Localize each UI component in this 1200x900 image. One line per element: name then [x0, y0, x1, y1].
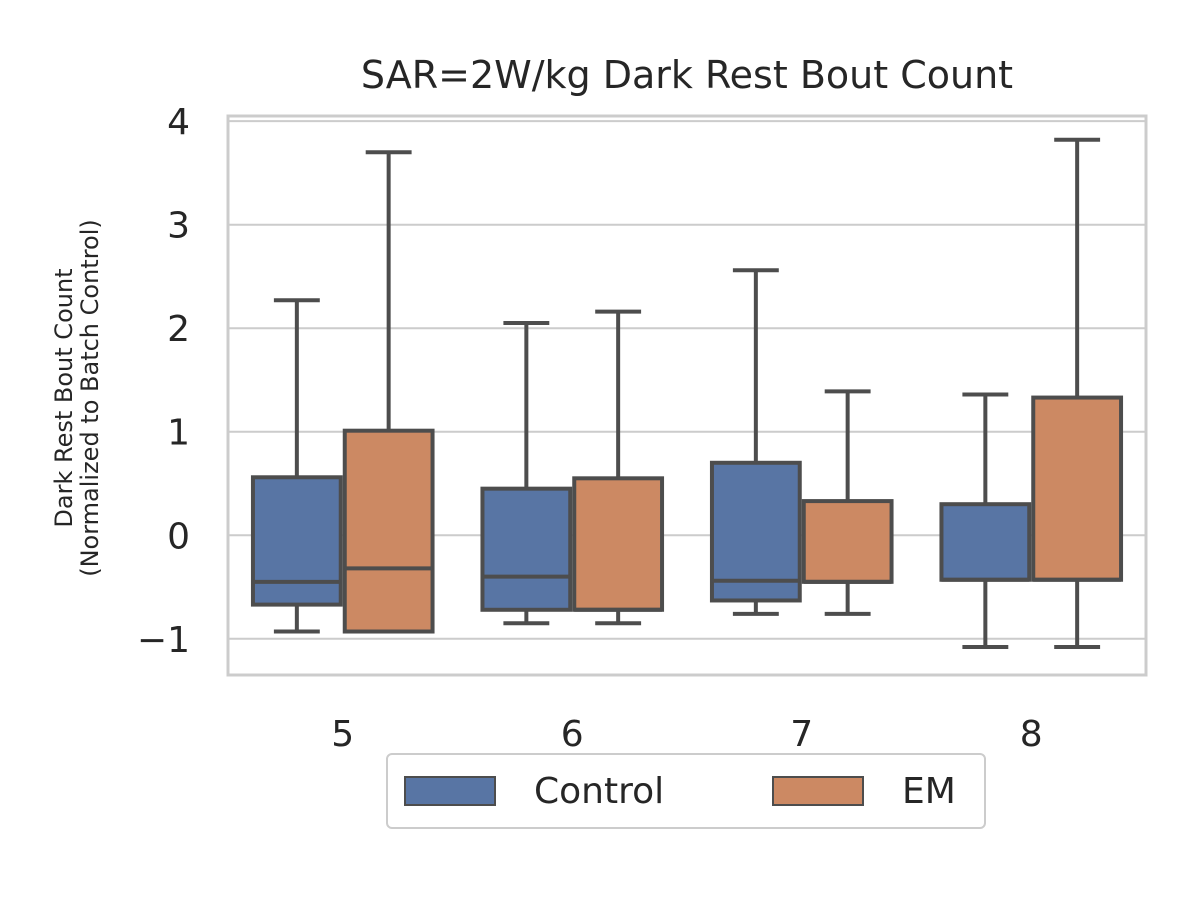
legend-item-control: Control	[404, 770, 665, 812]
y-axis-label-line-2: (Normalized to Batch Control)	[76, 219, 104, 577]
x-tick-label: 7	[790, 714, 813, 755]
boxes	[250, 137, 1124, 650]
legend-swatch-control	[404, 776, 496, 806]
box-iqr	[801, 499, 894, 584]
y-tick-label: 3	[167, 206, 190, 247]
y-axis-label-line-1: Dark Rest Bout Count	[50, 268, 78, 527]
box-control-7	[709, 268, 802, 616]
y-tick-label: 4	[167, 102, 190, 143]
x-tick-labels: 5 6 7 8	[331, 714, 1042, 755]
box-em-7	[801, 389, 894, 616]
legend: Control EM	[386, 753, 986, 829]
y-tick-label: −1	[137, 620, 190, 661]
box-iqr	[1031, 395, 1124, 582]
box-em-8	[1031, 137, 1124, 650]
legend-swatch-em	[772, 776, 864, 806]
plot-area-frame	[226, 114, 1148, 677]
y-tick-label: 2	[167, 309, 190, 350]
x-tick-label: 5	[331, 714, 354, 755]
box-control-6	[480, 321, 573, 626]
box-iqr	[572, 476, 665, 612]
box-iqr	[250, 475, 343, 607]
y-tick-label: 1	[167, 413, 190, 454]
legend-label-control: Control	[534, 770, 665, 812]
y-axis-label: Dark Rest Bout Count (Normalized to Batc…	[50, 219, 104, 577]
box-iqr	[480, 486, 573, 612]
box-iqr	[709, 460, 802, 603]
y-tick-label: 0	[167, 516, 190, 557]
box-em-6	[572, 309, 665, 626]
chart-title: SAR=2W/kg Dark Rest Bout Count	[361, 53, 1013, 97]
box-iqr	[342, 428, 435, 634]
legend-item-em: EM	[772, 770, 956, 812]
box-control-8	[939, 392, 1032, 650]
y-tick-labels: −1 0 1 2 3 4	[137, 102, 190, 661]
x-tick-label: 8	[1020, 714, 1043, 755]
box-control-5	[250, 298, 343, 634]
box-em-5	[342, 150, 435, 634]
box-iqr	[939, 502, 1032, 582]
legend-label-em: EM	[902, 770, 956, 812]
x-tick-label: 6	[561, 714, 584, 755]
